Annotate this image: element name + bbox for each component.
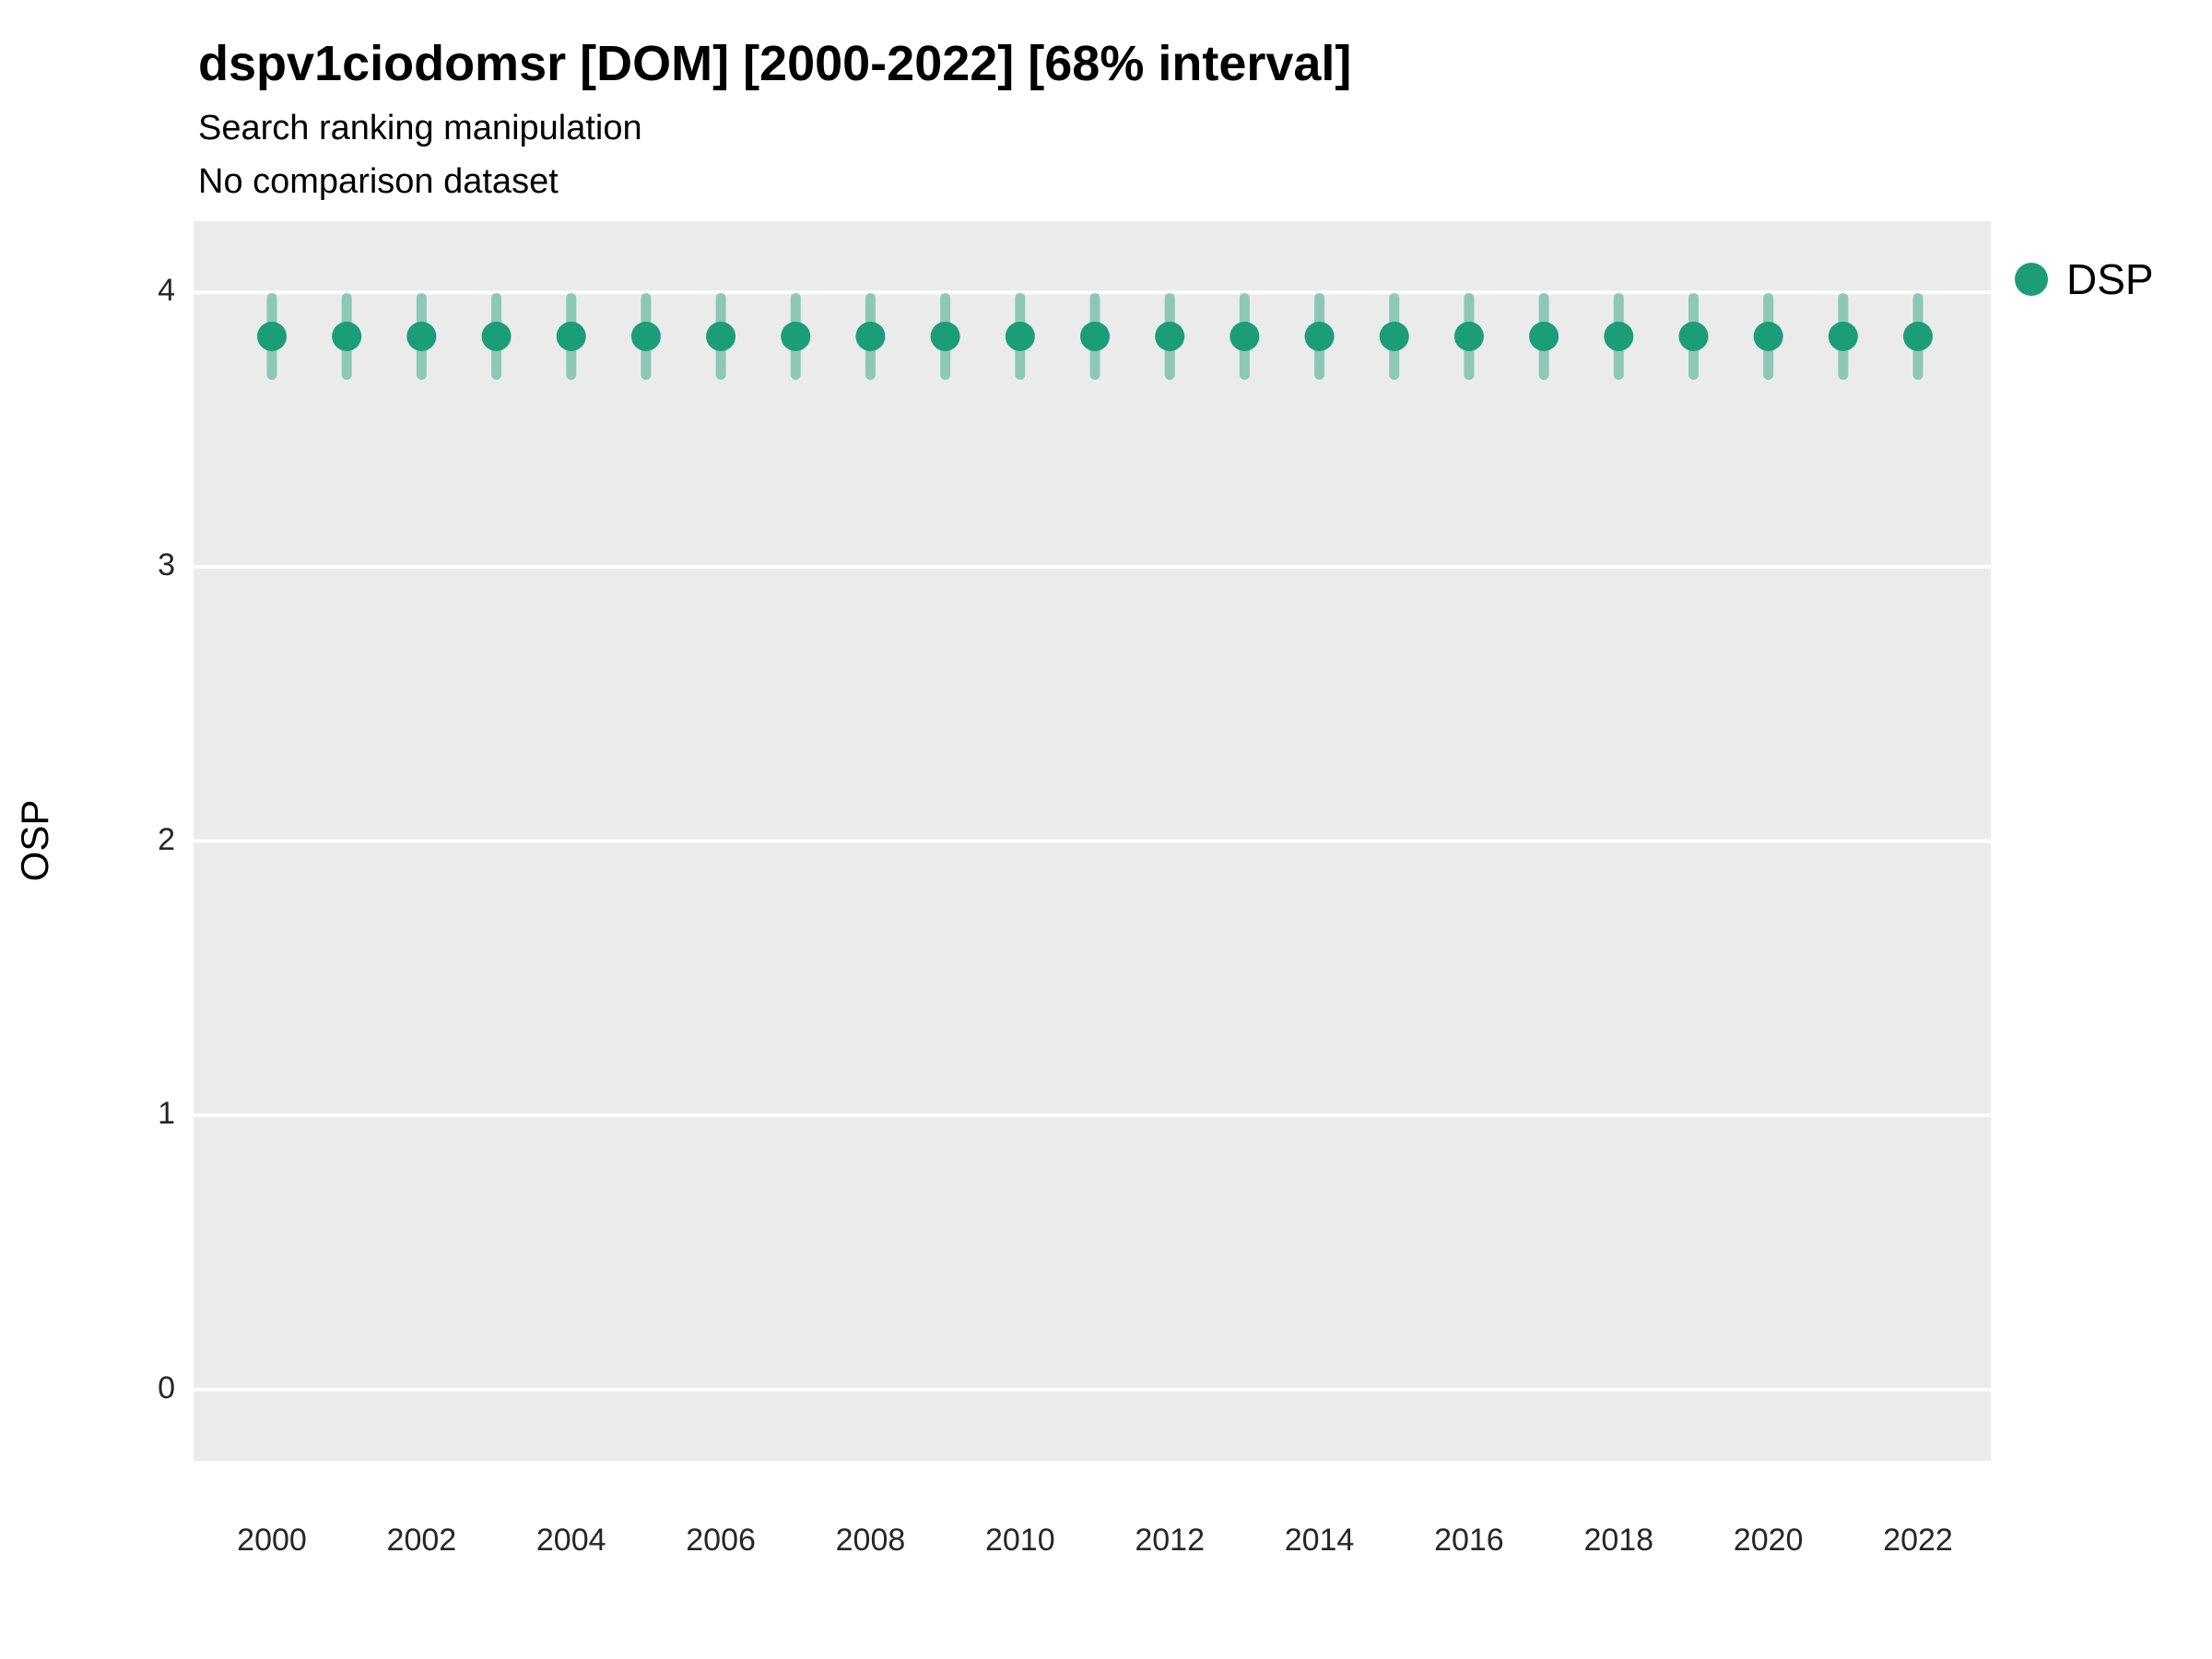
- y-axis-label: OSP: [13, 799, 56, 882]
- point-dsp-2019: [1678, 321, 1709, 351]
- x-tick-label-2002: 2002: [386, 1523, 457, 1558]
- point-dsp-2005: [630, 321, 661, 351]
- point-dsp-2009: [930, 321, 960, 351]
- y-tick-label-1: 1: [158, 1096, 175, 1132]
- y-tick-label-2: 2: [158, 821, 175, 857]
- y-tick-label-3: 3: [158, 547, 175, 582]
- point-dsp-2011: [1080, 321, 1110, 351]
- point-dsp-2000: [257, 321, 287, 351]
- x-tick-label-2016: 2016: [1434, 1523, 1504, 1558]
- point-dsp-2006: [706, 321, 736, 351]
- y-tick-label-4: 4: [158, 273, 175, 309]
- point-dsp-2013: [1230, 321, 1260, 351]
- point-dsp-2007: [781, 321, 811, 351]
- point-dsp-2014: [1304, 321, 1335, 351]
- x-tick-label-2022: 2022: [1883, 1523, 1953, 1558]
- x-tick-label-2020: 2020: [1733, 1523, 1804, 1558]
- point-dsp-2022: [1903, 321, 1933, 351]
- legend-dot-dsp: [2015, 263, 2048, 296]
- point-dsp-2015: [1379, 321, 1409, 351]
- chart-subtitle-line2: No comparison dataset: [198, 162, 559, 201]
- x-tick-label-2006: 2006: [686, 1523, 756, 1558]
- point-dsp-2020: [1753, 321, 1783, 351]
- point-dsp-2010: [1005, 321, 1035, 351]
- x-tick-label-2014: 2014: [1284, 1523, 1355, 1558]
- y-tick-label-0: 0: [158, 1370, 175, 1406]
- plot-panel: [194, 221, 1991, 1461]
- pointrange-plot: [194, 290, 1991, 1392]
- point-dsp-2001: [332, 321, 362, 351]
- legend-label-dsp: DSP: [2066, 255, 2154, 303]
- chart-title: dspv1ciodomsr [DOM] [2000-2022] [68% int…: [198, 36, 1352, 91]
- chart-subtitle: Search ranking manipulation: [198, 109, 642, 147]
- point-dsp-2018: [1604, 321, 1634, 351]
- x-tick-label-2018: 2018: [1583, 1523, 1654, 1558]
- point-dsp-2017: [1529, 321, 1559, 351]
- point-dsp-2002: [406, 321, 437, 351]
- x-tick-label-2004: 2004: [535, 1523, 606, 1558]
- point-dsp-2008: [855, 321, 886, 351]
- point-dsp-2016: [1453, 321, 1484, 351]
- x-tick-label-2008: 2008: [835, 1523, 906, 1558]
- point-dsp-2021: [1828, 321, 1858, 351]
- x-tick-label-2000: 2000: [237, 1523, 307, 1558]
- point-dsp-2003: [481, 321, 512, 351]
- point-dsp-2012: [1155, 321, 1185, 351]
- x-tick-label-2012: 2012: [1135, 1523, 1205, 1558]
- x-tick-label-2010: 2010: [984, 1523, 1055, 1558]
- point-dsp-2004: [556, 321, 586, 351]
- legend: DSP: [2015, 254, 2154, 304]
